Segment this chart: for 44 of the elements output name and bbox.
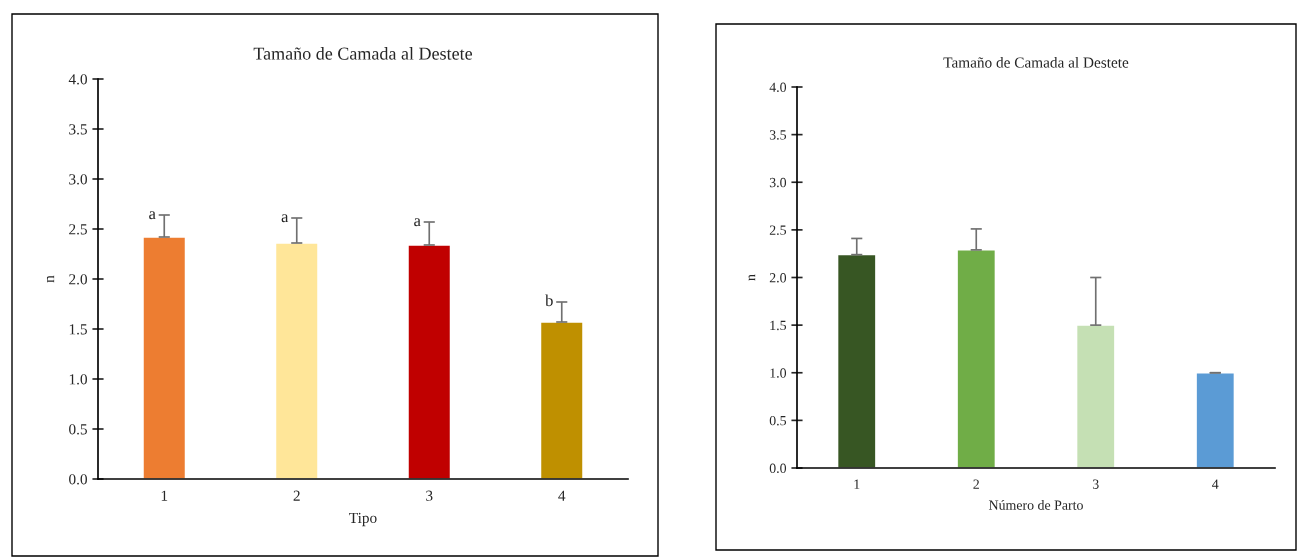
bar: [836, 253, 877, 468]
x-tick-label: 1: [854, 479, 860, 489]
y-tick-label: 3.5: [69, 124, 87, 135]
x-tick-label: 4: [558, 490, 566, 501]
bar: [956, 249, 997, 468]
x-tick-label: 4: [1212, 479, 1219, 489]
annotation: b: [545, 294, 553, 307]
x-tick-label: 2: [973, 479, 979, 489]
annotation: a: [149, 211, 156, 220]
y-tick-label: 0.5: [769, 415, 787, 426]
y-tick-label: 0.0: [69, 474, 87, 485]
y-tick-label: 0.5: [69, 424, 87, 435]
bar: [142, 236, 187, 479]
bar: [1075, 324, 1116, 468]
bar: [407, 244, 452, 479]
y-tick-label: 2.5: [69, 224, 87, 235]
y-tick-label: 0.0: [769, 463, 787, 474]
y-tick-label: 1.0: [69, 374, 87, 385]
y-tick-label: 4.0: [769, 82, 787, 93]
annotation: a: [281, 214, 289, 223]
y-tick-label: 1.5: [770, 320, 787, 331]
y-axis-title: n: [748, 274, 756, 281]
x-tick-label: 2: [293, 490, 300, 501]
chart-title: Tamaño de Camada al Destete: [253, 47, 473, 60]
y-tick-label: 1.5: [69, 324, 87, 335]
bar: [539, 321, 584, 479]
y-tick-label: 2.0: [769, 273, 787, 283]
annotation: a: [414, 218, 421, 227]
y-tick-label: 2.0: [69, 274, 87, 285]
y-tick-label: 2.5: [769, 225, 787, 235]
y-tick-label: 3.0: [769, 177, 787, 188]
y-tick-label: 4.0: [68, 74, 87, 85]
x-axis-title: Número de Parto: [988, 500, 1083, 510]
bar: [274, 242, 319, 479]
y-tick-label: 1.0: [770, 368, 787, 378]
x-tick-label: 1: [161, 490, 168, 501]
x-tick-label: 3: [426, 490, 433, 501]
x-tick-label: 3: [1092, 479, 1099, 489]
chart-title: Tamaño de Camada al Destete: [943, 56, 1129, 68]
y-axis-title: n: [46, 275, 55, 283]
x-axis-title: Tipo: [349, 512, 377, 527]
y-tick-label: 3.5: [769, 130, 787, 140]
y-tick-label: 3.0: [69, 174, 87, 185]
bar: [1195, 372, 1236, 468]
